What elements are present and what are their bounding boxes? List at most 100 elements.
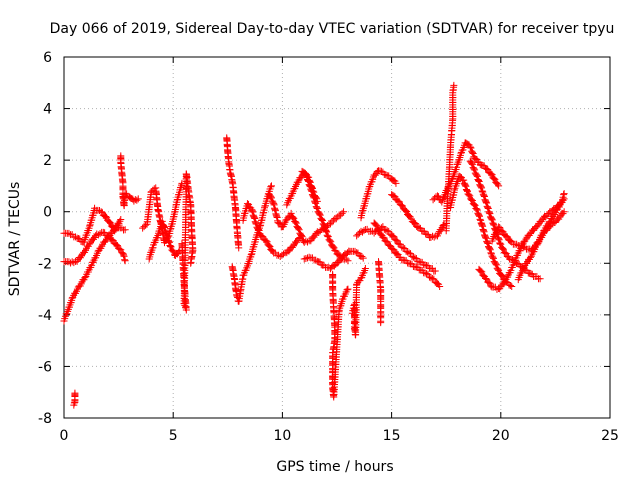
data-point [380,234,388,242]
data-point [489,253,497,261]
data-point [383,238,391,246]
data-point [121,256,129,264]
data-point [503,233,511,241]
data-point [450,81,458,89]
data-point [279,250,287,258]
data-point [312,256,320,264]
data-point [490,221,498,229]
data-point [492,260,500,268]
data-point [478,268,486,276]
x-tick-label: 25 [601,428,619,444]
data-point [461,181,469,189]
data-point [486,279,494,287]
data-point [431,267,439,275]
data-point [259,233,267,241]
data-point [165,238,173,246]
data-point [468,196,476,204]
data-point [361,264,369,272]
x-tick-label: 20 [492,428,510,444]
data-point [294,225,302,233]
data-point [494,180,502,188]
x-tick-label: 10 [273,428,291,444]
data-point [423,270,431,278]
data-point [513,240,521,248]
data-point [500,279,508,287]
data-point [536,275,544,283]
data-point [460,176,468,184]
data-point [101,213,109,221]
data-point [324,233,332,241]
data-point [392,179,400,187]
data-point [266,242,274,250]
data-point [149,244,157,252]
data-point [339,295,347,303]
plot-axes: 0 5 10 15 20 25 -8 -6 -4 -2 0 2 4 6 [38,50,619,444]
y-tick-label: -6 [38,359,52,375]
data-point [468,196,476,204]
data-point [311,198,319,206]
data-point [427,274,435,282]
data-point [520,264,528,272]
data-point [116,217,124,225]
data-point [318,215,326,223]
data-point [98,208,106,216]
data-point [551,218,559,226]
data-point [158,217,166,225]
data-point [405,249,413,257]
data-point [292,218,300,226]
data-point [291,217,299,225]
data-point [312,203,320,211]
data-point [495,182,503,190]
data-point [484,203,492,211]
data-point [486,210,494,218]
data-point [496,239,504,247]
data-point [473,171,481,179]
data-point [495,266,503,274]
data-point [499,228,507,236]
data-point [290,214,298,222]
data-point [235,244,243,252]
data-point [313,204,321,212]
data-point [165,237,173,245]
data-point [411,219,419,227]
data-point [81,274,89,282]
data-point [506,281,514,289]
data-point [354,230,362,238]
data-point [496,224,504,232]
data-point [482,234,490,242]
data-point [160,223,168,231]
data-point [408,252,416,260]
data-point [267,183,275,191]
data-point [485,209,493,217]
data-point [470,200,478,208]
data-point [519,244,527,252]
data-point [310,193,318,201]
data-point [379,233,387,241]
data-point [402,247,410,255]
data-point [254,225,262,233]
data-point [448,175,456,183]
data-point [495,223,503,231]
data-point [429,196,437,204]
data-point [473,205,481,213]
data-point [356,229,364,237]
data-point [252,220,260,228]
data-point [499,244,507,252]
data-point [412,263,420,271]
data-point [377,167,385,175]
data-point [433,192,441,200]
y-tick-label: 2 [43,153,52,169]
data-point [470,165,478,173]
data-point [499,245,507,253]
data-point [412,220,420,228]
data-point [482,274,490,282]
data-point [466,192,474,200]
data-point [340,208,348,216]
data-point [468,160,476,168]
data-point [358,252,366,260]
data-point [258,232,266,240]
data-point [560,191,568,199]
data-point [121,257,129,265]
data-point [497,240,505,248]
data-point [526,253,534,261]
